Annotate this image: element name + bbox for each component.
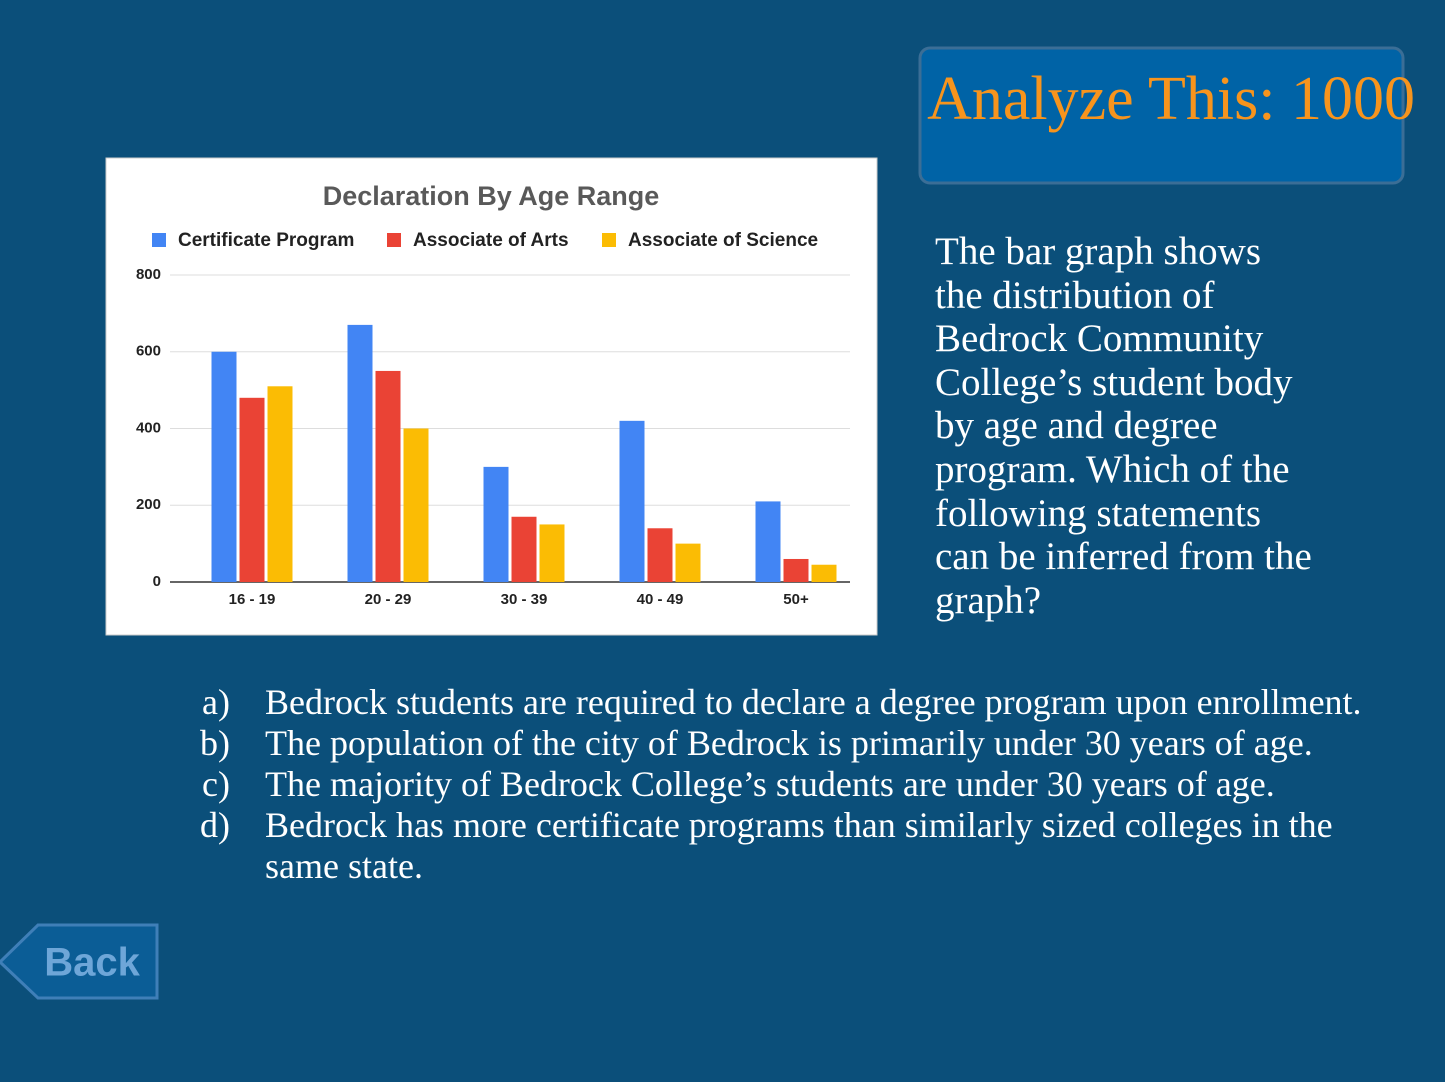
question-line: by age and degree [935, 404, 1218, 448]
bar [511, 516, 537, 582]
x-tick-label: 16 - 19 [229, 591, 276, 608]
bar [267, 386, 293, 582]
legend-label: Associate of Arts [413, 230, 569, 251]
option-text: The majority of Bedrock College’s studen… [265, 764, 1275, 804]
question-line: program. Which of the [935, 447, 1290, 491]
chart-title: Declaration By Age Range [323, 181, 660, 211]
x-tick-label: 20 - 29 [365, 591, 412, 608]
y-tick-label: 800 [136, 266, 161, 283]
y-tick-label: 600 [136, 343, 161, 360]
option-text: Bedrock has more certificate programs th… [265, 805, 1333, 886]
bar [647, 528, 673, 582]
option-label: a) [202, 682, 230, 722]
y-tick-label: 400 [136, 419, 161, 436]
question-line: The bar graph shows [935, 230, 1261, 273]
option-label: c) [202, 764, 230, 804]
legend-swatch [387, 233, 401, 247]
option: d) Bedrock has more certificate programs … [190, 805, 1405, 887]
question-line: Bedrock Community [935, 317, 1264, 361]
slide-title: Analyze This: 1000 [927, 65, 1415, 133]
question-line: the distribution of [935, 273, 1215, 317]
bar [539, 524, 565, 582]
bar [619, 420, 645, 582]
question-line: College’s student body [935, 360, 1293, 404]
x-tick-label: 50+ [783, 591, 809, 608]
question-line: graph? [935, 578, 1042, 622]
x-tick-label: 30 - 39 [501, 591, 548, 608]
bar [811, 564, 837, 582]
bar [211, 351, 237, 582]
option-label: d) [200, 805, 230, 845]
back-label[interactable]: Back [44, 941, 140, 985]
y-tick-label: 0 [153, 573, 161, 590]
question-line: can be inferred from the [935, 535, 1312, 579]
legend-swatch [152, 233, 166, 247]
bar [403, 428, 429, 582]
legend-label: Certificate Program [178, 230, 354, 251]
bar [375, 370, 401, 582]
x-tick-label: 40 - 49 [637, 591, 684, 608]
y-tick-label: 200 [136, 496, 161, 513]
bar [483, 466, 509, 582]
bar [239, 397, 265, 582]
option: c) The majority of Bedrock College’s stud… [190, 764, 1405, 805]
legend-label: Associate of Science [628, 230, 818, 251]
option-text: The population of the city of Bedrock is… [265, 723, 1313, 763]
bar [755, 501, 781, 582]
bar [783, 558, 809, 582]
chart: Declaration By Age Range Certificate Prog… [136, 181, 850, 608]
legend-swatch [602, 233, 616, 247]
option: b) The population of the city of Bedrock … [190, 723, 1405, 764]
question: The bar graph shows the distribution of Be… [935, 230, 1312, 622]
title-box [918, 46, 1405, 185]
bar [347, 324, 373, 582]
question-line: following statements [935, 491, 1262, 535]
bar [675, 543, 701, 582]
back-button[interactable]: Back [0, 923, 159, 1000]
option-text: Bedrock students are required to declare… [265, 682, 1362, 722]
option-label: b) [200, 723, 230, 763]
option: a) Bedrock students are required to decla… [190, 682, 1405, 723]
back-arrow[interactable] [0, 923, 159, 1000]
options: a) Bedrock students are required to decla… [190, 682, 1405, 887]
